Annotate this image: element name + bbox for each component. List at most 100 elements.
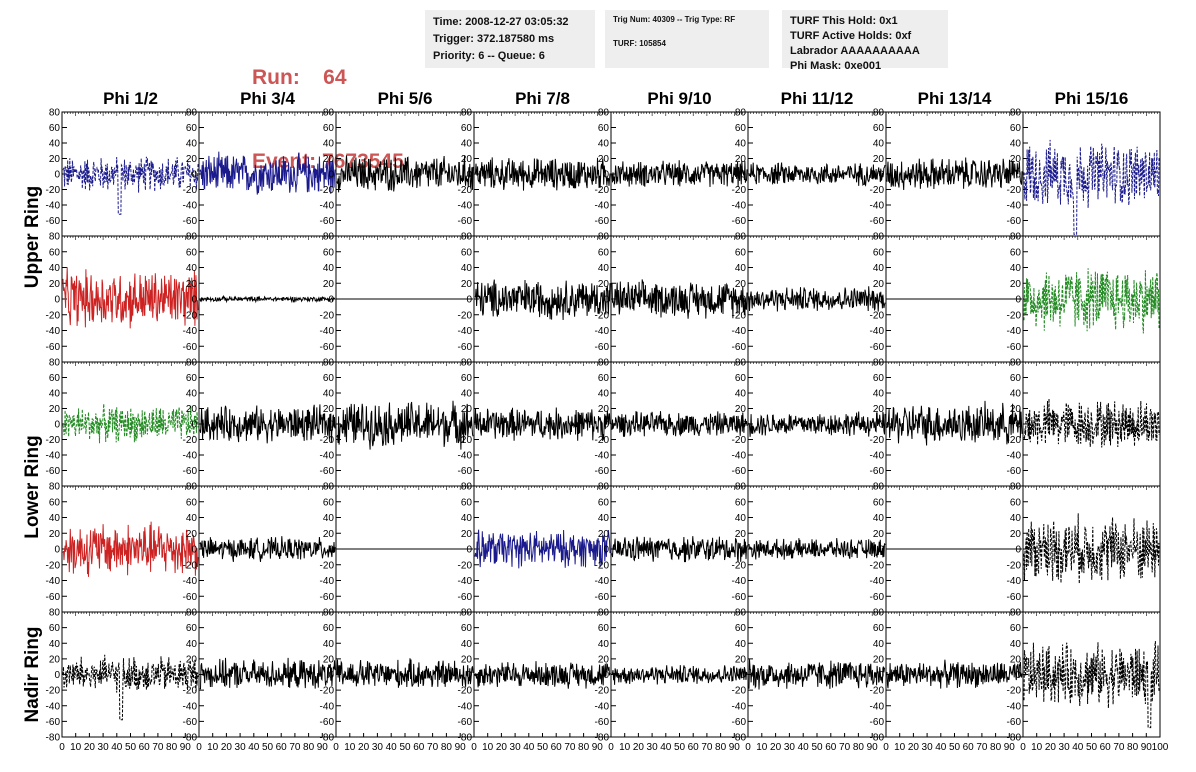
- y-tick-label: -40: [46, 701, 61, 712]
- y-tick-label: -20: [732, 310, 747, 321]
- waveform-trace: [886, 157, 1023, 191]
- y-tick-label: 0: [54, 420, 60, 431]
- y-tick-label: 80: [735, 108, 747, 119]
- y-tick-label: 20: [323, 654, 335, 665]
- y-tick-label: 20: [186, 654, 198, 665]
- y-tick-label: -60: [320, 342, 335, 353]
- y-tick-label: -60: [870, 592, 885, 603]
- y-tick-label: -40: [183, 701, 198, 712]
- y-tick-label: -20: [46, 686, 61, 697]
- x-tick-label: 50: [949, 742, 961, 753]
- column-header: Phi 3/4: [240, 89, 295, 108]
- y-tick-label: 0: [466, 670, 472, 681]
- y-tick-label: 40: [323, 139, 335, 150]
- x-tick-label: 40: [111, 742, 123, 753]
- time-text: Time: 2008-12-27 03:05:32: [433, 16, 569, 28]
- y-tick-label: 40: [1010, 389, 1022, 400]
- y-tick-label: 0: [1015, 545, 1021, 556]
- y-tick-label: -40: [46, 576, 61, 587]
- y-tick-label: 80: [323, 482, 335, 493]
- x-tick-label: 60: [276, 742, 288, 753]
- y-tick-label: 0: [466, 295, 472, 306]
- y-tick-label: 40: [735, 513, 747, 524]
- y-tick-label: 60: [598, 623, 610, 634]
- x-tick-label: 70: [839, 742, 851, 753]
- x-tick-label: 60: [1100, 742, 1112, 753]
- y-tick-label: 60: [323, 623, 335, 634]
- trigger-text: Trigger: 372.187580 ms: [433, 33, 555, 45]
- y-tick-label: 0: [54, 545, 60, 556]
- y-tick-label: 80: [49, 358, 61, 369]
- y-tick-label: -60: [870, 216, 885, 227]
- waveform-trace: [62, 521, 199, 577]
- waveform-trace: [748, 659, 886, 690]
- y-tick-label: 80: [461, 358, 473, 369]
- y-tick-label: 0: [878, 670, 884, 681]
- y-tick-label: -20: [458, 686, 473, 697]
- waveform-trace: [62, 654, 199, 721]
- y-tick-label: -40: [46, 326, 61, 337]
- x-tick-label: 40: [935, 742, 947, 753]
- x-tick-label: 80: [578, 742, 590, 753]
- y-tick-label: 20: [323, 529, 335, 540]
- y-tick-label: 80: [873, 108, 885, 119]
- x-tick-label: 40: [386, 742, 398, 753]
- y-tick-label: 80: [186, 608, 198, 619]
- column-header: Phi 9/10: [647, 89, 711, 108]
- x-tick-label: 20: [770, 742, 782, 753]
- y-tick-label: 80: [49, 108, 61, 119]
- y-tick-label: 40: [735, 639, 747, 650]
- y-tick-label: -80: [46, 733, 61, 744]
- waveform-trace: [748, 286, 886, 312]
- y-tick-label: -40: [320, 326, 335, 337]
- y-tick-label: 0: [54, 670, 60, 681]
- x-tick-label: 10: [1031, 742, 1043, 753]
- y-tick-label: 40: [873, 639, 885, 650]
- x-tick-label: 30: [510, 742, 522, 753]
- x-tick-label: 50: [399, 742, 411, 753]
- y-tick-label: 0: [878, 170, 884, 181]
- y-tick-label: -40: [183, 576, 198, 587]
- y-tick-label: -40: [1007, 701, 1022, 712]
- y-tick-label: -20: [595, 310, 610, 321]
- y-tick-label: 20: [461, 654, 473, 665]
- turf-num-text: TURF: 105854: [613, 39, 666, 48]
- x-tick-label: 0: [59, 742, 65, 753]
- y-tick-label: 0: [466, 420, 472, 431]
- y-tick-label: -20: [183, 435, 198, 446]
- y-tick-label: 60: [735, 497, 747, 508]
- y-tick-label: 0: [878, 420, 884, 431]
- trig-info-box: Trig Num: 40309 -- Trig Type: RF TURF: 1…: [605, 10, 769, 68]
- x-tick-label: 10: [70, 742, 82, 753]
- y-tick-label: -60: [183, 342, 198, 353]
- x-tick-label: 0: [1020, 742, 1026, 753]
- y-tick-label: -40: [732, 701, 747, 712]
- y-tick-label: 20: [598, 279, 610, 290]
- waveform-trace: [611, 536, 748, 563]
- x-tick-label: 0: [745, 742, 751, 753]
- y-tick-label: -20: [595, 686, 610, 697]
- x-tick-label: 50: [811, 742, 823, 753]
- waveform-trace: [474, 661, 611, 689]
- y-tick-label: -60: [732, 216, 747, 227]
- y-tick-label: -60: [732, 717, 747, 728]
- y-tick-label: -60: [870, 342, 885, 353]
- y-tick-label: 80: [735, 482, 747, 493]
- x-tick-label: 30: [98, 742, 110, 753]
- x-tick-label: 70: [564, 742, 576, 753]
- y-tick-label: -40: [595, 701, 610, 712]
- y-tick-label: -20: [183, 686, 198, 697]
- y-tick-label: -20: [46, 560, 61, 571]
- y-tick-label: -40: [183, 201, 198, 212]
- y-tick-label: 20: [598, 529, 610, 540]
- y-tick-label: 80: [873, 482, 885, 493]
- y-tick-label: 20: [49, 154, 61, 165]
- waveform-trace: [886, 400, 1023, 446]
- y-tick-label: 80: [735, 608, 747, 619]
- x-tick-label: 60: [139, 742, 151, 753]
- x-tick-label: 80: [853, 742, 865, 753]
- y-tick-label: -20: [1007, 686, 1022, 697]
- y-tick-label: 60: [1010, 373, 1022, 384]
- y-tick-label: -20: [46, 185, 61, 196]
